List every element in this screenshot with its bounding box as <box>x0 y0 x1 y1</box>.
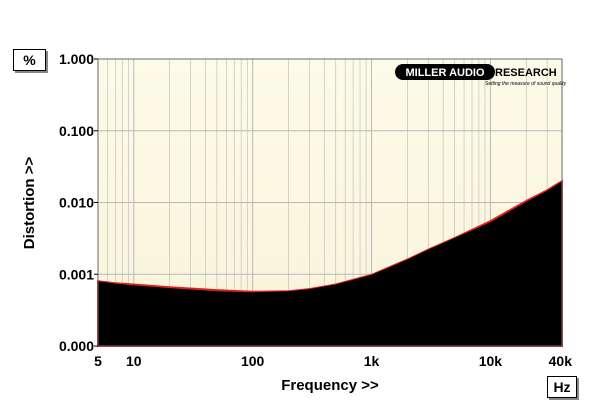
x-tick-label: 1k <box>364 353 380 369</box>
y-tick-label: 1.000 <box>59 51 94 67</box>
series-area-black <box>98 181 562 346</box>
logo-text-part1: MILLER AUDIO <box>405 67 484 79</box>
logo-pill <box>395 64 495 80</box>
series-layer <box>97 179 563 347</box>
y-tick-labels: 0.000 0.001 0.010 0.100 1.000 <box>59 51 98 354</box>
x-tick-label: 100 <box>241 353 265 369</box>
x-tick-labels: 5 10 100 1k 10k 40k <box>94 353 572 369</box>
logo-text-part2: RESEARCH <box>495 67 557 79</box>
x-tick-label: 10 <box>126 353 142 369</box>
y-tick-label: 0.100 <box>59 123 94 139</box>
y-unit-label: % <box>13 49 46 71</box>
x-tick-label: 10k <box>479 353 503 369</box>
x-tick-label: 5 <box>94 353 102 369</box>
y-tick-label: 0.010 <box>59 195 94 211</box>
logo: MILLER AUDIO RESEARCH Setting the measur… <box>395 64 567 87</box>
x-tick-label: 40k <box>549 353 573 369</box>
y-tick-label: 0.001 <box>59 266 94 282</box>
y-axis-title: Distortion >> <box>21 157 38 250</box>
y-tick-label: 0.000 <box>59 338 94 354</box>
x-unit-label: Hz <box>547 376 577 398</box>
logo-tagline: Setting the measure of sound quality <box>485 81 567 87</box>
x-axis-title: Frequency >> <box>281 377 379 394</box>
